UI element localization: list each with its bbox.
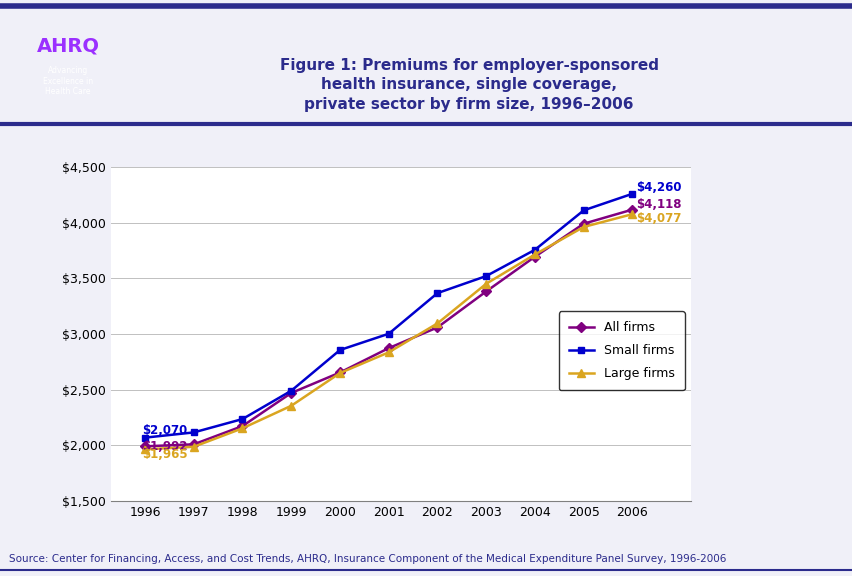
All firms [626,206,636,213]
Text: $1,992: $1,992 [142,440,187,453]
Large firms [529,251,539,258]
All firms [481,288,491,295]
Large firms [335,370,345,377]
Large firms [237,425,247,432]
Text: $4,118: $4,118 [636,198,681,211]
Small firms [529,247,539,253]
Large firms [481,281,491,287]
All firms [529,253,539,260]
Line: Large firms: Large firms [141,210,636,453]
Small firms [237,416,247,423]
Large firms [626,211,636,218]
Large firms [578,223,588,230]
Line: All firms: All firms [141,206,635,450]
Small firms [481,272,491,279]
Small firms [140,434,150,441]
Small firms [626,190,636,197]
Small firms [432,290,442,297]
Large firms [432,320,442,327]
Text: $1,965: $1,965 [142,448,188,461]
Text: $2,070: $2,070 [142,424,187,437]
Small firms [335,347,345,354]
Small firms [188,429,199,436]
Small firms [578,207,588,214]
All firms [237,423,247,430]
Large firms [285,403,296,410]
All firms [383,344,394,351]
All firms [335,369,345,376]
Large firms [383,349,394,356]
Large firms [140,446,150,453]
All firms [140,443,150,450]
Legend: All firms, Small firms, Large firms: All firms, Small firms, Large firms [558,311,684,391]
Text: $4,077: $4,077 [636,211,681,225]
Small firms [383,330,394,337]
All firms [578,220,588,227]
Small firms [285,387,296,394]
Text: Source: Center for Financing, Access, and Cost Trends, AHRQ, Insurance Component: Source: Center for Financing, Access, an… [9,555,725,564]
Text: AHRQ: AHRQ [37,36,100,55]
Text: Figure 1: Premiums for employer-sponsored
health insurance, single coverage,
pri: Figure 1: Premiums for employer-sponsore… [279,58,658,112]
All firms [432,324,442,331]
Text: Advancing
Excellence in
Health Care: Advancing Excellence in Health Care [43,66,93,96]
Large firms [188,444,199,450]
All firms [188,441,199,448]
All firms [285,389,296,396]
Line: Small firms: Small firms [141,190,635,441]
Text: $4,260: $4,260 [636,181,681,194]
